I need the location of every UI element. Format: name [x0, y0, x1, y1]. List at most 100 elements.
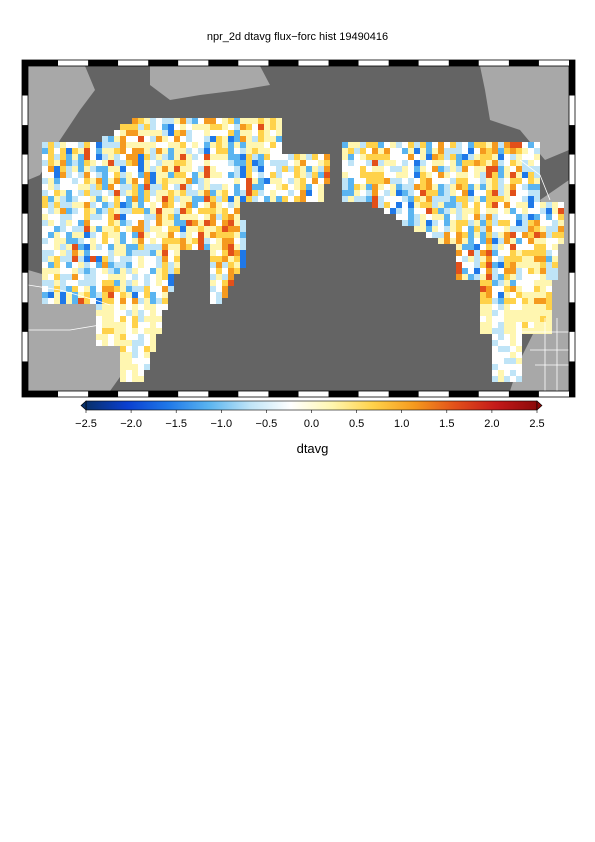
data-cell: [312, 196, 318, 202]
data-cell: [516, 322, 522, 328]
data-cell: [300, 196, 306, 202]
data-cell: [528, 154, 534, 160]
data-cell: [516, 154, 522, 160]
data-cell: [252, 154, 258, 160]
data-cell: [168, 220, 174, 226]
data-cell: [282, 172, 288, 178]
data-cell: [96, 328, 102, 334]
data-cell: [456, 166, 462, 172]
data-cell: [318, 184, 324, 190]
data-cell: [162, 148, 168, 154]
data-cell: [474, 214, 480, 220]
data-cell: [180, 220, 186, 226]
data-cell: [234, 154, 240, 160]
data-cell: [528, 244, 534, 250]
data-cell: [54, 292, 60, 298]
data-cell: [432, 208, 438, 214]
data-cell: [48, 166, 54, 172]
data-cell: [486, 274, 492, 280]
data-cell: [342, 172, 348, 178]
data-cell: [240, 166, 246, 172]
data-cell: [504, 358, 510, 364]
data-cell: [156, 286, 162, 292]
data-cell: [378, 190, 384, 196]
data-cell: [384, 160, 390, 166]
data-cell: [546, 310, 552, 316]
data-cell: [168, 250, 174, 256]
data-cell: [270, 130, 276, 136]
data-cell: [258, 118, 264, 124]
data-cell: [426, 232, 432, 238]
data-cell: [516, 346, 522, 352]
data-cell: [432, 142, 438, 148]
data-cell: [156, 154, 162, 160]
data-cell: [264, 160, 270, 166]
data-cell: [498, 316, 504, 322]
data-cell: [414, 202, 420, 208]
data-cell: [240, 124, 246, 130]
data-cell: [492, 322, 498, 328]
data-cell: [396, 166, 402, 172]
frame-segment: [88, 391, 119, 397]
data-cell: [108, 190, 114, 196]
data-cell: [90, 244, 96, 250]
data-cell: [216, 124, 222, 130]
data-cell: [510, 358, 516, 364]
data-cell: [138, 310, 144, 316]
data-cell: [456, 148, 462, 154]
data-cell: [492, 250, 498, 256]
data-cell: [270, 184, 276, 190]
data-cell: [312, 154, 318, 160]
data-cell: [132, 226, 138, 232]
data-cell: [354, 178, 360, 184]
data-cell: [54, 142, 60, 148]
data-cell: [102, 190, 108, 196]
colorbar-bar: [85, 400, 538, 411]
data-cell: [120, 160, 126, 166]
data-cell: [90, 196, 96, 202]
data-cell: [222, 142, 228, 148]
data-cell: [270, 160, 276, 166]
data-cell: [504, 148, 510, 154]
data-cell: [138, 172, 144, 178]
data-cell: [474, 148, 480, 154]
data-cell: [138, 238, 144, 244]
data-cell: [48, 190, 54, 196]
data-cell: [114, 238, 120, 244]
data-cell: [186, 232, 192, 238]
data-cell: [150, 118, 156, 124]
data-cell: [144, 196, 150, 202]
data-cell: [456, 250, 462, 256]
data-cell: [486, 286, 492, 292]
data-cell: [192, 202, 198, 208]
data-cell: [264, 142, 270, 148]
data-cell: [516, 190, 522, 196]
data-cell: [480, 220, 486, 226]
data-cell: [180, 178, 186, 184]
data-cell: [234, 268, 240, 274]
data-cell: [138, 250, 144, 256]
frame-segment: [268, 60, 299, 66]
data-cell: [96, 256, 102, 262]
data-cell: [348, 172, 354, 178]
data-cell: [426, 190, 432, 196]
data-cell: [396, 148, 402, 154]
data-cell: [444, 226, 450, 232]
data-cell: [144, 268, 150, 274]
data-cell: [168, 124, 174, 130]
frame-segment: [448, 60, 479, 66]
data-cell: [66, 196, 72, 202]
data-cell: [252, 184, 258, 190]
data-cell: [318, 190, 324, 196]
data-cell: [528, 232, 534, 238]
data-cell: [174, 154, 180, 160]
data-cell: [120, 142, 126, 148]
data-cell: [186, 172, 192, 178]
frame-segment: [569, 66, 575, 96]
data-cell: [156, 160, 162, 166]
data-cell: [42, 292, 48, 298]
data-cell: [480, 202, 486, 208]
data-cell: [126, 238, 132, 244]
data-cell: [468, 166, 474, 172]
data-cell: [84, 148, 90, 154]
